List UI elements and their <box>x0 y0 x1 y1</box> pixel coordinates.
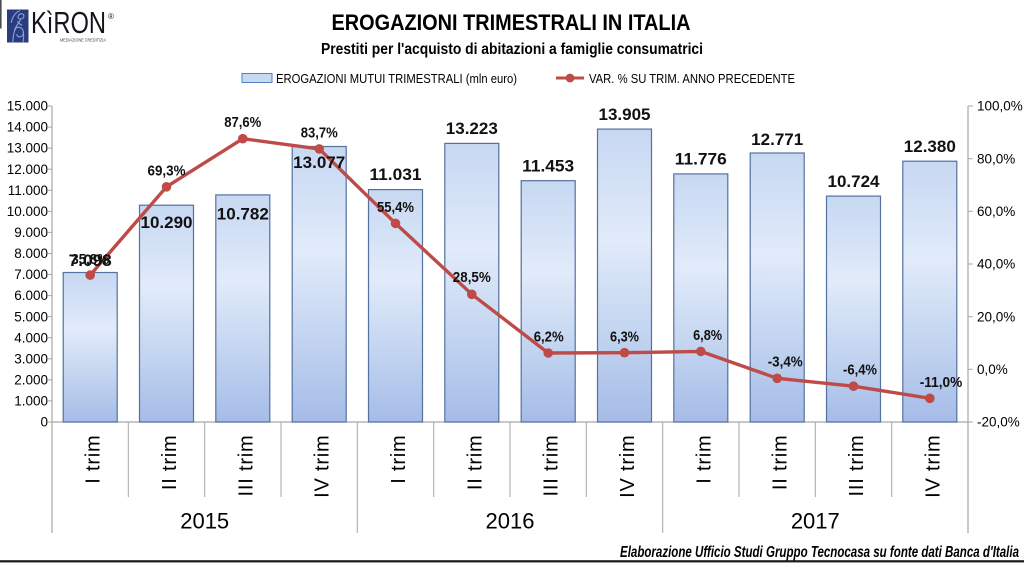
svg-text:2.000: 2.000 <box>14 373 48 388</box>
svg-text:10.000: 10.000 <box>7 204 48 219</box>
svg-text:1.000: 1.000 <box>14 394 48 409</box>
svg-text:2015: 2015 <box>180 509 229 534</box>
svg-text:2017: 2017 <box>791 509 840 534</box>
svg-text:III trim: III trim <box>846 435 868 497</box>
svg-text:6,8%: 6,8% <box>693 327 722 344</box>
svg-text:I trim: I trim <box>83 435 105 484</box>
svg-text:Prestiti per l'acquisto di abi: Prestiti per l'acquisto di abitazioni a … <box>321 41 703 58</box>
svg-text:10.782: 10.782 <box>217 205 269 223</box>
svg-text:2016: 2016 <box>486 509 535 534</box>
svg-text:55,4%: 55,4% <box>377 199 414 216</box>
svg-text:87,6%: 87,6% <box>224 114 261 131</box>
svg-text:6,2%: 6,2% <box>534 329 564 346</box>
svg-text:5.000: 5.000 <box>14 309 48 324</box>
svg-text:0: 0 <box>40 415 48 430</box>
svg-text:15.000: 15.000 <box>7 99 48 114</box>
svg-text:13.077: 13.077 <box>293 154 345 172</box>
svg-text:7.000: 7.000 <box>14 267 48 282</box>
svg-text:MEDIAZIONE CREDITIZIA: MEDIAZIONE CREDITIZIA <box>60 38 107 43</box>
svg-text:EROGAZIONI TRIMESTRALI IN ITAL: EROGAZIONI TRIMESTRALI IN ITALIA <box>332 10 691 35</box>
svg-text:28,5%: 28,5% <box>453 269 491 286</box>
svg-text:40,0%: 40,0% <box>977 257 1015 272</box>
svg-text:100,0%: 100,0% <box>977 99 1023 114</box>
svg-text:II trim: II trim <box>159 435 181 491</box>
svg-text:12.771: 12.771 <box>751 131 803 149</box>
svg-text:III trim: III trim <box>235 435 257 497</box>
svg-text:IV trim: IV trim <box>922 435 944 498</box>
svg-text:IV trim: IV trim <box>312 435 334 498</box>
svg-text:7.098: 7.098 <box>69 252 112 270</box>
svg-text:11.776: 11.776 <box>675 151 727 169</box>
svg-text:10.290: 10.290 <box>141 214 193 232</box>
svg-text:-20,0%: -20,0% <box>977 415 1020 430</box>
svg-text:II trim: II trim <box>770 435 792 491</box>
svg-text:11.453: 11.453 <box>522 157 574 175</box>
svg-text:69,3%: 69,3% <box>148 163 186 180</box>
svg-text:11.000: 11.000 <box>8 183 48 198</box>
svg-text:13.000: 13.000 <box>7 141 48 156</box>
svg-text:8.000: 8.000 <box>14 246 48 261</box>
svg-text:20,0%: 20,0% <box>977 309 1015 324</box>
svg-text:IV trim: IV trim <box>617 435 639 498</box>
svg-text:II trim: II trim <box>464 435 486 491</box>
svg-text:I trim: I trim <box>388 435 410 484</box>
svg-text:4.000: 4.000 <box>14 330 48 345</box>
svg-text:0,0%: 0,0% <box>977 362 1008 377</box>
svg-text:Elaborazione Ufficio Studi Gru: Elaborazione Ufficio Studi Gruppo Tecnoc… <box>620 544 1019 561</box>
svg-text:60,0%: 60,0% <box>977 204 1015 219</box>
svg-text:-6,4%: -6,4% <box>843 362 877 379</box>
svg-text:III trim: III trim <box>541 435 563 497</box>
svg-text:-11,0%: -11,0% <box>920 374 963 391</box>
svg-text:6,3%: 6,3% <box>610 329 639 346</box>
svg-text:3.000: 3.000 <box>14 351 48 366</box>
svg-text:6.000: 6.000 <box>14 288 48 303</box>
svg-text:13.223: 13.223 <box>446 120 498 138</box>
svg-text:12.380: 12.380 <box>904 138 956 156</box>
svg-text:10.724: 10.724 <box>828 173 881 191</box>
svg-text:®: ® <box>108 12 114 21</box>
svg-text:13.905: 13.905 <box>599 106 651 124</box>
svg-text:11.031: 11.031 <box>370 166 422 184</box>
svg-text:9.000: 9.000 <box>14 225 48 240</box>
svg-text:83,7%: 83,7% <box>301 125 338 142</box>
svg-text:-3,4%: -3,4% <box>768 354 803 371</box>
svg-text:VAR. % SU TRIM. ANNO PRECEDENT: VAR. % SU TRIM. ANNO PRECEDENTE <box>589 71 795 86</box>
svg-text:EROGAZIONI MUTUI TRIMESTRALI (: EROGAZIONI MUTUI TRIMESTRALI (mln euro) <box>276 71 517 86</box>
svg-text:35,8%: 35,8% <box>71 251 109 268</box>
svg-text:KìRON: KìRON <box>31 5 106 40</box>
svg-text:12.000: 12.000 <box>7 162 48 177</box>
svg-text:14.000: 14.000 <box>7 120 48 135</box>
svg-text:I trim: I trim <box>693 435 715 484</box>
svg-text:80,0%: 80,0% <box>977 151 1015 166</box>
